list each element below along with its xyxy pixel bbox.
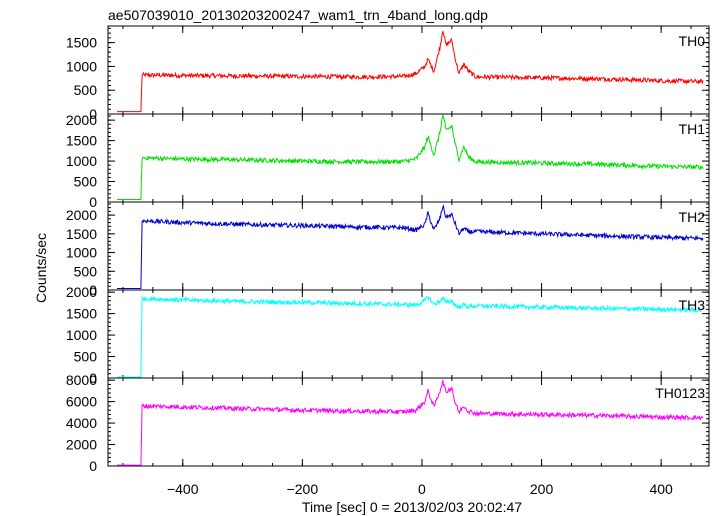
y-tick-label: 500 bbox=[74, 263, 98, 279]
y-tick-label: 0 bbox=[89, 282, 97, 298]
y-axis-label: Counts/sec bbox=[33, 233, 49, 303]
x-axis-label: Time [sec] 0 = 2013/02/03 20:02:47 bbox=[302, 499, 522, 515]
y-tick-label: 500 bbox=[74, 174, 98, 190]
y-tick-label: 500 bbox=[74, 349, 98, 365]
panel-label: TH0 bbox=[679, 33, 706, 49]
y-tick-label: 2000 bbox=[66, 284, 97, 300]
panel-label: TH3 bbox=[679, 297, 706, 313]
y-tick-label: 1000 bbox=[66, 58, 97, 74]
panel-label: TH1 bbox=[679, 121, 706, 137]
y-tick-label: 500 bbox=[74, 82, 98, 98]
panels: 0 500 1000 1500 TH0 0 500 1000 1500 2000 TH1 0 500 10… bbox=[66, 25, 710, 474]
x-axis-tick-labels: −400 −200 0 200 400 bbox=[167, 481, 673, 497]
series-line-th0123 bbox=[117, 378, 704, 466]
y-tick-label: 1500 bbox=[66, 226, 97, 242]
y-tick-label: 0 bbox=[89, 370, 97, 386]
panel-frame bbox=[107, 25, 710, 115]
y-tick-label: 2000 bbox=[66, 207, 97, 223]
x-tick-label: −400 bbox=[167, 481, 199, 497]
panel-label: TH2 bbox=[679, 209, 706, 225]
series-line-th2 bbox=[117, 204, 704, 289]
y-tick-label: 0 bbox=[89, 194, 97, 210]
y-tick-label: 1000 bbox=[66, 245, 97, 261]
series-line-th0 bbox=[117, 31, 704, 113]
y-tick-label: 8000 bbox=[66, 372, 97, 388]
y-tick-label: 2000 bbox=[66, 112, 97, 128]
chart-title: ae507039010_20130203200247_wam1_trn_4ban… bbox=[108, 7, 488, 23]
y-tick-label: 6000 bbox=[66, 394, 97, 410]
series-line-th3 bbox=[117, 295, 704, 378]
y-tick-label: 4000 bbox=[66, 415, 97, 431]
y-tick-label: 1000 bbox=[66, 327, 97, 343]
y-tick-label: 2000 bbox=[66, 437, 97, 453]
y-tick-label: 1500 bbox=[66, 35, 97, 51]
y-tick-label: 0 bbox=[89, 458, 97, 474]
panel-frame bbox=[107, 289, 710, 379]
panel-frame bbox=[107, 377, 710, 467]
x-tick-label: 200 bbox=[530, 481, 554, 497]
panel-th0123: 0 2000 4000 6000 8000 TH0123 bbox=[66, 372, 710, 474]
x-tick-label: 0 bbox=[418, 481, 426, 497]
panel-th0: 0 500 1000 1500 TH0 bbox=[66, 25, 710, 122]
panel-th3: 0 500 1000 1500 2000 TH3 bbox=[66, 284, 710, 386]
panel-th1: 0 500 1000 1500 2000 TH1 bbox=[66, 112, 710, 210]
y-tick-label: 0 bbox=[89, 106, 97, 122]
x-tick-label: 400 bbox=[649, 481, 673, 497]
series-line-th1 bbox=[117, 114, 704, 200]
panel-frame bbox=[107, 201, 710, 291]
y-tick-label: 1500 bbox=[66, 306, 97, 322]
panel-label: TH0123 bbox=[655, 385, 705, 401]
x-tick-label: −200 bbox=[287, 481, 319, 497]
panel-th2: 0 500 1000 1500 2000 TH2 bbox=[66, 201, 710, 298]
y-tick-label: 1000 bbox=[66, 153, 97, 169]
y-tick-label: 1500 bbox=[66, 133, 97, 149]
